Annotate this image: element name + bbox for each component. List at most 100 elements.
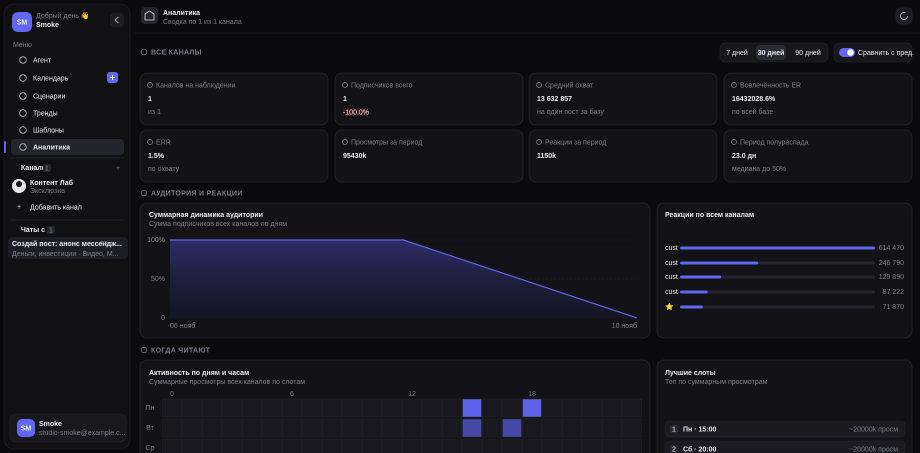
heat-cell [382, 438, 402, 453]
heat-cell [342, 418, 362, 438]
stat-sub: медиана до 50% [732, 166, 786, 173]
menu-item[interactable] [11, 88, 124, 104]
heat-cell [522, 438, 542, 453]
avatar [12, 12, 32, 32]
stat-icon [731, 139, 737, 145]
row-label: Пн [146, 405, 155, 412]
heat-cell [182, 438, 202, 453]
stat-card [528, 72, 718, 126]
menu-item[interactable] [11, 52, 124, 68]
bar [680, 275, 722, 279]
heat-cell [562, 438, 582, 453]
stat-sub: на один пост за базу [537, 108, 604, 116]
heat-cell [162, 438, 182, 453]
stat-card [139, 72, 329, 126]
avatar-text: SM [17, 19, 28, 26]
page-subtitle: Сводка по 1 из 1 канала [163, 19, 242, 26]
heat-cell [442, 398, 462, 418]
heat-cell [462, 418, 482, 438]
heat-cell [362, 398, 382, 418]
compare-label: Сравнить с пред. [858, 50, 914, 57]
add-channel-label: Добавить канал [30, 203, 82, 211]
stat-card [334, 72, 524, 126]
slot-rank: 1 [672, 426, 676, 433]
menu-item-label: Шаблоны [33, 126, 64, 134]
refresh-button[interactable] [895, 7, 913, 25]
menu-icon [19, 126, 27, 134]
heat-cell [422, 438, 442, 453]
heat-cell [542, 398, 562, 418]
stat-value: 1.5% [148, 153, 165, 160]
chats-count: 1 [49, 227, 53, 234]
stat-value: 1 [343, 96, 347, 103]
menu-item[interactable] [11, 122, 124, 138]
value-label: 71 870 [883, 304, 905, 311]
collapse-button[interactable] [110, 13, 124, 27]
chart-subtitle: Суммарные просмотры всех каналов по слот… [149, 379, 305, 386]
channel-avatar-figure [16, 181, 22, 187]
heat-cell [242, 418, 262, 438]
heat-cell [442, 438, 462, 453]
heat-cell [522, 398, 542, 418]
slot-time: Сб · 20:00 [683, 445, 717, 453]
menu-label: Меню [13, 42, 32, 49]
heat-cell [282, 438, 302, 453]
heat-cell [322, 398, 342, 418]
y-tick-label: 50% [151, 276, 165, 283]
profile-email: studio-smoke@example.c... [39, 430, 126, 437]
menu-item-label: Аналитика [33, 144, 70, 151]
profile-card[interactable] [9, 413, 127, 443]
section-label: КОГДА ЧИТАЮТ [151, 347, 211, 354]
value-label: 614 470 [879, 245, 904, 252]
bar-track [680, 290, 875, 294]
heat-cell [302, 438, 322, 453]
heat-cell [402, 398, 422, 418]
heat-cell [262, 438, 282, 453]
chart-subtitle: Сумма подписчиков всех каналов по дням [149, 221, 287, 228]
stat-badge [343, 108, 369, 116]
heat-cell [502, 398, 522, 418]
stat-card [723, 72, 913, 126]
menu-active-bg [11, 139, 124, 155]
menu-item[interactable] [11, 105, 124, 121]
header-icon-glyph [144, 10, 155, 21]
chart-title: Реакции по всем каналам [665, 212, 754, 219]
chat-sub: Деньги, инвестиции · Видео, М... [12, 251, 119, 258]
row-label: Ср [146, 445, 155, 452]
stat-icon [536, 139, 542, 145]
stat-card [139, 129, 329, 183]
channels-count: 1 [45, 165, 49, 172]
header-icon [141, 7, 158, 24]
slot-views: ~20000k просм. [849, 426, 900, 433]
heat-cell [502, 418, 522, 438]
column-label: 12 [408, 391, 416, 398]
chart-title: Активность по дням и часам [149, 370, 249, 377]
period-label: 7 дней [726, 49, 748, 57]
heat-cell [422, 398, 442, 418]
menu-icon [19, 109, 27, 117]
reaction-label: cust [665, 245, 678, 252]
heat-cell [262, 418, 282, 438]
heat-cell [282, 418, 302, 438]
heat-cell [242, 438, 262, 453]
heat-cell [482, 418, 502, 438]
refresh-icon [900, 12, 908, 20]
stat-icon [147, 139, 153, 145]
chart-panel [656, 202, 913, 339]
period-active [756, 45, 786, 60]
chat-item[interactable] [8, 237, 128, 259]
heat-cell [262, 398, 282, 418]
stat-label: Вовлечённость ER [740, 82, 801, 89]
profile-avatar-text: SM [21, 425, 32, 432]
menu-item-label: Тренды [33, 110, 58, 117]
compare-toggle[interactable] [833, 42, 913, 63]
heat-cell [182, 398, 202, 418]
heat-cell [582, 438, 602, 453]
heat-cell [322, 418, 342, 438]
value-label: 246 790 [879, 260, 904, 267]
reaction-label: cust [665, 274, 678, 281]
channel-name: Контент Лаб [30, 179, 74, 187]
heat-cell [362, 418, 382, 438]
stat-label: Каналов на наблюдении [156, 81, 236, 89]
